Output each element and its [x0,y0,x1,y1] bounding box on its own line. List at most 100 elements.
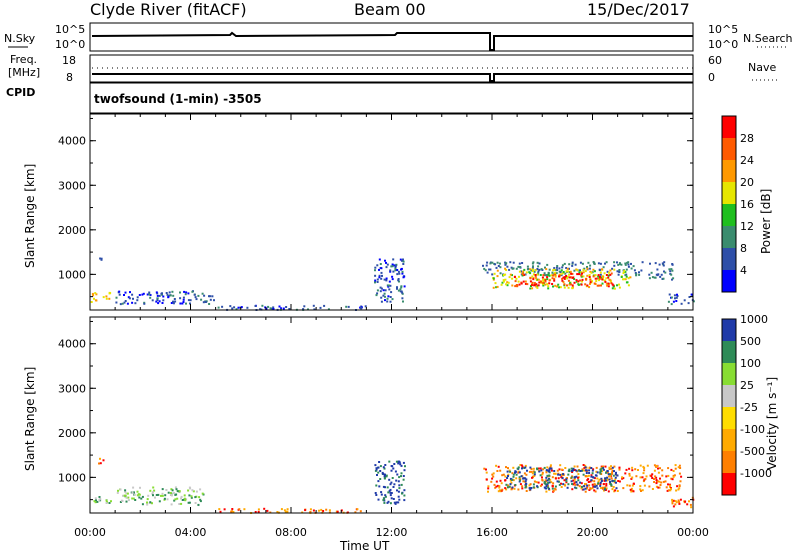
heatmap-cell [569,283,572,286]
heatmap-cell [399,463,402,466]
heatmap-cell [118,290,121,293]
heatmap-cell [378,485,381,488]
heatmap-cell [180,495,183,498]
heatmap-cell [546,484,549,487]
heatmap-cell [507,467,509,470]
heatmap-cell [396,269,399,271]
heatmap-cell [567,279,570,282]
freq-label-2: [MHz] [8,66,40,79]
heatmap-cell [529,287,532,290]
heatmap-cell [167,296,170,299]
heatmap-cell [629,276,632,279]
heatmap-cell [558,267,561,270]
heatmap-cell [121,302,124,305]
heatmap-cell [90,301,93,303]
heatmap-cell [558,483,561,486]
heatmap-cell [600,480,603,482]
heatmap-cell [185,302,187,305]
heatmap-cell [195,298,198,301]
heatmap-cell [266,509,269,512]
heatmap-cell [553,268,556,271]
x-tick-label: 00:00 [74,526,106,539]
heatmap-cell [576,273,579,276]
heatmap-cell [142,292,145,295]
heatmap-cell [610,465,612,468]
heatmap-cell [592,261,595,263]
heatmap-cell [601,268,603,271]
colorbar-tick-label: 16 [740,198,754,211]
colorbar-tick-label: 25 [740,379,754,392]
heatmap-cell [171,290,174,293]
heatmap-cell [522,477,525,480]
heatmap-cell [608,475,611,478]
heatmap-cell [284,510,287,513]
heatmap-cell [497,484,499,487]
heatmap-cell [396,489,398,492]
heatmap-cell [190,495,193,498]
heatmap-cell [354,511,357,514]
heatmap-cell [382,466,385,469]
heatmap-cell [91,292,94,295]
heatmap-cell [594,474,597,477]
heatmap-cell [571,284,574,287]
heatmap-cell [134,499,137,501]
heatmap-cell [180,497,182,500]
heatmap-cell [586,284,589,287]
heatmap-cell [528,470,531,473]
heatmap-cell [626,484,629,487]
heatmap-cell [664,271,667,274]
heatmap-cell [565,275,568,277]
heatmap-cell [602,486,604,489]
heatmap-cell [572,276,575,279]
heatmap-cell [581,278,584,281]
heatmap-cell [581,485,583,488]
heatmap-cell [575,475,578,478]
freq-bottom-label: 8 [66,71,73,84]
heatmap-cell [519,464,522,466]
heatmap-cell [495,480,498,483]
heatmap-cell [209,295,212,298]
heatmap-cell [288,308,291,310]
heatmap-cell [382,499,385,502]
heatmap-cell [518,283,521,286]
y-tick-label: 1000 [58,268,86,281]
heatmap-cell [94,292,97,295]
heatmap-cell [170,302,173,304]
heatmap-cell [392,258,395,261]
heatmap-cell [537,270,540,273]
heatmap-cell [530,284,533,287]
heatmap-cell [286,510,289,513]
heatmap-cell [254,305,257,307]
heatmap-cell [516,467,519,470]
heatmap-cell [390,291,393,294]
heatmap-cell [575,481,578,484]
heatmap-cell [336,510,339,513]
heatmap-cell [162,295,165,298]
heatmap-cell [628,467,631,470]
heatmap-cell [143,302,146,305]
heatmap-cell [563,286,566,289]
heatmap-cell [598,284,601,287]
heatmap-cell [532,486,535,489]
heatmap-cell [523,467,526,469]
heatmap-cell [384,259,386,262]
heatmap-cell [607,490,610,493]
heatmap-cell [571,469,573,472]
heatmap-cell [648,277,651,280]
heatmap-cell [675,489,678,492]
heatmap-cell [240,306,243,309]
heatmap-cell [499,479,502,482]
heatmap-cell [573,481,576,484]
heatmap-cell [542,274,545,277]
heatmap-cell [531,268,534,271]
heatmap-cell [393,463,396,465]
heatmap-cell [102,296,105,299]
heatmap-cell [568,470,571,473]
heatmap-cell [394,269,397,272]
heatmap-cell [610,467,613,470]
heatmap-cell [599,472,602,475]
heatmap-cell [502,279,505,282]
heatmap-cell [558,273,561,276]
heatmap-cell [202,301,205,304]
